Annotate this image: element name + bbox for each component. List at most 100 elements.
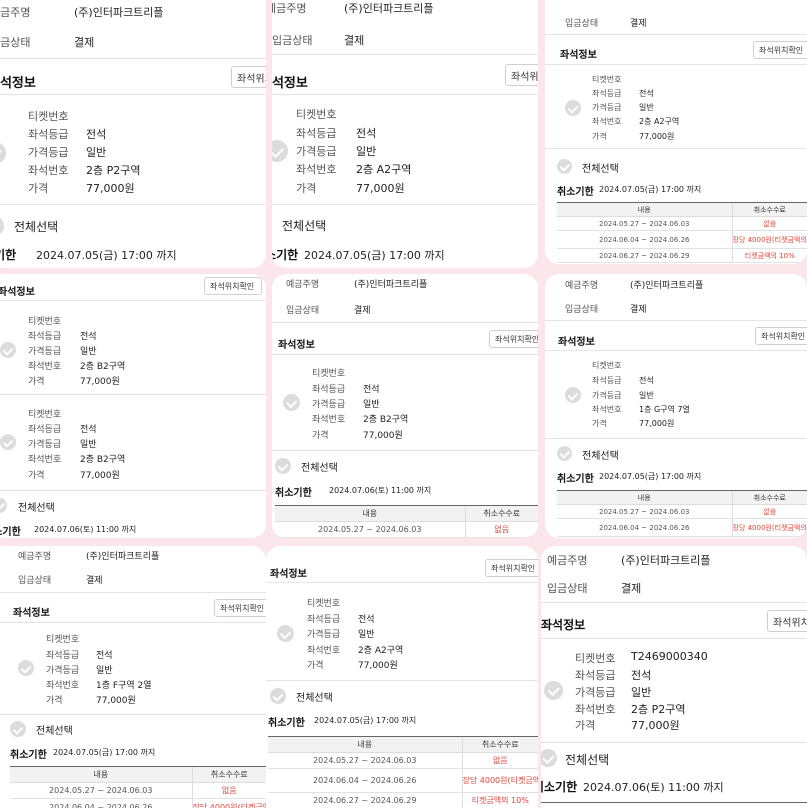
seat-location-button[interactable]: 좌석위치확인: [753, 41, 807, 59]
table-row: 2024.05.27 ~ 2024.06.03 없음: [268, 752, 538, 769]
seat-checkbox[interactable]: [0, 342, 16, 358]
depositor-value: (주)인터파크트리플: [621, 554, 711, 567]
cancel-deadline-label: 취소기한: [557, 187, 594, 198]
seat-location-button[interactable]: 좌석위치확인: [505, 64, 538, 86]
price-label: 가격: [592, 132, 607, 141]
select-all-checkbox[interactable]: [275, 458, 291, 474]
deposit-status-value: 결제: [630, 19, 647, 29]
price-grade-value: 일반: [80, 440, 97, 450]
deposit-status-value: 결제: [354, 306, 371, 316]
select-all-checkbox[interactable]: [557, 159, 572, 174]
cancel-deadline-label: 취소기한: [0, 527, 21, 538]
price-value: 77,000원: [358, 661, 398, 671]
table-row: 2024.06.27 ~ 2024.06.29 티켓금액의 10%: [268, 792, 538, 808]
screenshot-panel-1: 예금주명 (주)인터파크트리플 입금상태 결제 좌석정보 좌석위치확인 티켓번호…: [0, 0, 266, 268]
seat-location-button[interactable]: 좌석위치확인: [489, 330, 538, 348]
price-label: 가격: [312, 431, 329, 441]
seat-grade-value: 전석: [96, 651, 113, 661]
seat-grade-value: 전석: [639, 376, 654, 385]
cancel-fee-table: 내용 취소수수료 2024.05.27 ~ 2024.06.03 없음 2024.0…: [268, 736, 538, 808]
seat-checkbox[interactable]: [277, 625, 294, 642]
price-grade-value: 일반: [356, 145, 377, 158]
seat-location-button[interactable]: 좌석위치확인: [767, 610, 807, 632]
seat-no-label: 좌석번호: [592, 405, 622, 414]
cancel-deadline-value: 2024.07.05(금) 17:00 까지: [36, 249, 177, 262]
select-all-label: 전체선택: [36, 726, 73, 737]
ticket-no-value: T2469000340: [631, 650, 708, 663]
select-all-label: 전체선택: [582, 451, 619, 462]
table-row: 2024.05.27 ~ 2024.06.03 없음: [557, 504, 807, 519]
screenshot-panel-3: 입금상태 결제 좌석정보 좌석위치확인 티켓번호 좌석등급 전석 가격등급 일반…: [545, 0, 807, 264]
price-label: 가격: [575, 719, 596, 732]
cancel-deadline-value: 2024.07.06(토) 11:00 까지: [583, 781, 724, 794]
depositor-value: (주)인터파크트리플: [630, 281, 704, 291]
deposit-status-value: 결제: [630, 305, 647, 315]
seat-grade-value: 전석: [631, 669, 652, 682]
price-label: 가격: [307, 661, 324, 671]
ticket-no-label: 티켓번호: [575, 652, 616, 665]
price-grade-label: 가격등급: [592, 391, 622, 400]
select-all-checkbox[interactable]: [541, 749, 557, 767]
price-grade-value: 일반: [631, 686, 652, 699]
seat-grade-label: 좌석등급: [28, 128, 69, 141]
cancel-fee-table: 내용 취소수수료 2024.05.27 ~ 2024.06.03 없음 2024.0…: [557, 490, 807, 537]
select-all-label: 전체선택: [301, 463, 338, 474]
seat-checkbox[interactable]: [283, 394, 300, 411]
cancel-fee-table: 내용 취소수수료 2024.05.27 ~ 2024.06.03 없음: [275, 505, 538, 538]
col-fee-header: 취소수수료: [191, 766, 266, 783]
seat-location-button[interactable]: 좌석위치확인: [231, 66, 266, 88]
price-value: 77,000원: [639, 419, 675, 428]
seat-checkbox[interactable]: [0, 434, 16, 450]
select-all-checkbox[interactable]: [10, 721, 26, 737]
seat-grade-label: 좌석등급: [28, 425, 62, 435]
cancel-deadline-label: 취소기한: [0, 248, 17, 262]
seat-checkbox[interactable]: [0, 142, 6, 164]
select-all-checkbox[interactable]: [557, 446, 572, 461]
ticket-no-label: 티켓번호: [307, 599, 341, 609]
seat-checkbox[interactable]: [18, 660, 34, 676]
select-all-checkbox[interactable]: [0, 216, 4, 236]
col-fee-header: 취소수수료: [464, 505, 538, 522]
select-all-label: 전체선택: [18, 503, 55, 514]
seat-location-button[interactable]: 좌석위치확인: [214, 599, 266, 617]
col-content-header: 내용: [557, 202, 732, 217]
seat-checkbox[interactable]: [272, 140, 288, 162]
seat-checkbox[interactable]: [565, 100, 581, 116]
seat-info-title: 좌석정보: [0, 76, 36, 91]
seat-grade-value: 전석: [86, 128, 107, 141]
seat-checkbox[interactable]: [565, 387, 581, 403]
screenshot-panel-9: 예금주명 (주)인터파크트리플 입금상태 결제 좌석정보 좌석위치확인 티켓번호…: [541, 546, 807, 808]
depositor-value: (주)인터파크트리플: [86, 552, 160, 562]
price-value: 77,000원: [86, 182, 135, 195]
select-all-label: 전체선택: [582, 164, 619, 175]
seat-grade-value: 전석: [363, 385, 380, 395]
price-label: 가격: [28, 182, 49, 195]
seat-grade-value: 전석: [356, 127, 377, 140]
depositor-label: 예금주명: [0, 6, 31, 19]
seat-location-button[interactable]: 좌석위치확인: [485, 559, 538, 577]
depositor-label: 예금주명: [547, 554, 588, 567]
seat-grade-label: 좌석등급: [28, 332, 62, 342]
price-value: 77,000원: [80, 377, 120, 387]
cancel-deadline-label: 취소기한: [557, 474, 594, 485]
price-value: 77,000원: [639, 132, 675, 141]
seat-grade-label: 좌석등급: [592, 89, 622, 98]
seat-no-label: 좌석번호: [296, 163, 337, 176]
select-all-checkbox[interactable]: [270, 688, 286, 704]
table-row: 2024.06.27 ~ 2024.06.29 티켓금액의 10%: [557, 248, 807, 263]
seat-grade-label: 좌석등급: [592, 376, 622, 385]
select-all-label: 전체선택: [296, 693, 333, 704]
deposit-status-label: 입금상태: [565, 305, 599, 315]
seat-location-button[interactable]: 좌석위치확인: [204, 277, 262, 295]
seat-no-value: 2층 P2구역: [86, 164, 141, 177]
price-grade-value: 일반: [86, 146, 107, 159]
seat-no-label: 좌석번호: [28, 362, 62, 372]
col-content-header: 내용: [10, 766, 192, 783]
seat-no-value: 1층 G구역 7열: [639, 405, 690, 414]
seat-location-button[interactable]: 좌석위치확인: [755, 327, 807, 345]
select-all-checkbox[interactable]: [0, 498, 7, 513]
depositor-value: (주)인터파크트리플: [74, 6, 164, 19]
seat-checkbox[interactable]: [544, 681, 563, 700]
col-content-header: 내용: [557, 490, 732, 505]
